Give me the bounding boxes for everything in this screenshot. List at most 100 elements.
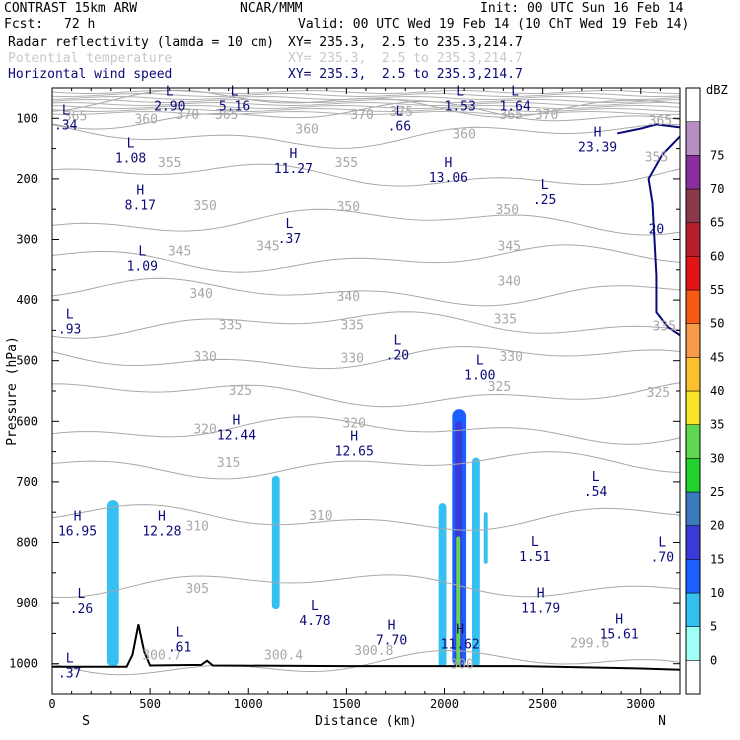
wind-extremum-value-2: 5.16 xyxy=(219,100,250,115)
wind-extremum-type-24: L xyxy=(78,587,86,602)
theta-label-35: 315 xyxy=(217,456,240,471)
theta-contour-band-4 xyxy=(52,101,680,107)
wind-extremum-value-4: 1.53 xyxy=(445,100,476,115)
field-reflectivity-xy: XY= 235.3, 2.5 to 235.3,214.7 xyxy=(288,35,523,50)
theta-contour-320 xyxy=(52,416,680,445)
wind-extremum-type-27: L xyxy=(176,626,184,641)
wind-extremum-type-19: L xyxy=(592,470,600,485)
wind-extremum-type-15: L xyxy=(393,334,401,349)
colorbar-label-35: 35 xyxy=(710,418,724,432)
reflectivity-cell-1 xyxy=(271,475,280,610)
wind-extremum-value-19: .54 xyxy=(584,485,608,500)
wind-extremum-type-7: H xyxy=(289,147,297,162)
wind-extremum-value-8: 13.06 xyxy=(429,171,468,186)
colorbar-unit: dBZ xyxy=(706,83,728,97)
colorbar-segment-2 xyxy=(685,592,701,627)
wind-extremum-type-3: L xyxy=(395,105,403,120)
wind-extremum-type-17: H xyxy=(233,414,241,429)
colorbar-segment-11 xyxy=(685,289,701,324)
theta-label-32: 325 xyxy=(647,386,670,401)
theta-label-4: 370 xyxy=(350,108,373,123)
axes: 0 500 1000 1500 2000 2500 3000 100 200 300 400 500 6… xyxy=(5,87,681,729)
wind-extremum-value-12: .37 xyxy=(278,232,301,247)
x-tick-label-1: 500 xyxy=(139,697,161,711)
theta-label-16: 350 xyxy=(496,203,519,218)
theta-label-5: 375 xyxy=(390,105,413,120)
theta-label-31: 325 xyxy=(488,380,511,395)
x-tick-label-2: 1000 xyxy=(234,697,263,711)
colorbar-segment-0 xyxy=(685,660,701,695)
wind-extremum-value-16: 1.00 xyxy=(464,369,495,384)
wind-extremum-value-20: 16.95 xyxy=(58,524,97,539)
wind-extremum-type-30: H xyxy=(615,612,623,627)
wind-extremum-type-28: H xyxy=(388,618,396,633)
colorbar-label-10: 10 xyxy=(710,586,724,600)
colorbar-label-60: 60 xyxy=(710,249,724,263)
wind-extremum-type-14: L xyxy=(66,308,74,323)
wind-extremum-value-27: .61 xyxy=(168,641,191,656)
theta-label-17: 345 xyxy=(168,244,191,259)
colorbar-label-0: 0 xyxy=(710,653,717,667)
colorbar-label-30: 30 xyxy=(710,451,724,465)
y-tick-label-3: 400 xyxy=(16,293,38,307)
theta-label-43: 299.6 xyxy=(570,636,609,651)
reflectivity-cell-5 xyxy=(456,536,461,667)
wind-extremum-type-31: L xyxy=(66,652,74,667)
wind-extremum-type-22: L xyxy=(531,535,539,550)
colorbar-segment-10 xyxy=(685,323,701,358)
wind-contours-layer: 20 xyxy=(616,123,680,337)
theta-label-13: 355 xyxy=(645,150,668,165)
y-tick-label-6: 700 xyxy=(16,475,38,489)
colorbar-segment-7 xyxy=(685,424,701,459)
theta-label-20: 340 xyxy=(189,287,212,302)
wind-extremum-value-28: 7.70 xyxy=(376,633,407,648)
valid-time: Valid: 00 UTC Wed 19 Feb 14 (10 ChT Wed … xyxy=(298,17,690,32)
wind-extremum-type-13: L xyxy=(138,244,146,259)
colorbar-segment-5 xyxy=(685,491,701,526)
theta-label-6: 365 xyxy=(499,108,522,123)
colorbar-frame xyxy=(685,87,701,695)
terrain-layer xyxy=(52,624,680,671)
theta-label-3: 365 xyxy=(215,108,238,123)
theta-label-8: 365 xyxy=(649,114,672,129)
y-tick-label-7: 800 xyxy=(16,536,38,550)
theta-label-39: 300.7 xyxy=(142,649,181,664)
theta-contour-band-1 xyxy=(52,92,680,98)
reflectivity-layer xyxy=(106,409,488,667)
theta-contour-325 xyxy=(52,382,680,408)
colorbar-label-15: 15 xyxy=(710,552,724,566)
wind-extremum-value-21: 12.28 xyxy=(142,524,181,539)
wind-extremum-type-25: H xyxy=(537,586,545,601)
wind-extremum-value-17: 12.44 xyxy=(217,429,256,444)
colorbar-segment-14 xyxy=(685,188,701,223)
theta-contour-350 xyxy=(52,208,680,236)
model-title: CONTRAST 15km ARW xyxy=(4,1,138,16)
wind-extremum-value-7: 11.27 xyxy=(274,162,313,177)
colorbar-segment-17 xyxy=(685,87,701,122)
colorbar-segment-1 xyxy=(685,626,701,661)
wind-extremum-value-15: .20 xyxy=(386,349,409,364)
wind-extremum-type-4: L xyxy=(456,85,464,100)
wind-extremum-type-6: L xyxy=(127,137,135,152)
theta-contour-band-5 xyxy=(52,104,680,110)
theta-label-23: 335 xyxy=(219,318,242,333)
fcst-value: 72 h xyxy=(64,17,96,32)
theta-label-21: 340 xyxy=(337,290,360,305)
colorbar-segment-13 xyxy=(685,222,701,257)
theta-label-2: 370 xyxy=(176,108,199,123)
wind-extremum-type-29: H xyxy=(456,623,464,638)
colorbar-label-65: 65 xyxy=(710,216,724,230)
field-reflectivity-name: Radar reflectivity (lamda = 10 cm) xyxy=(8,35,275,50)
y-axis-label: Pressure (hPa) xyxy=(5,336,20,446)
plot-area xyxy=(52,88,680,694)
wind-extremum-value-5: 1.64 xyxy=(499,100,530,115)
wind-extremum-value-25: 11.79 xyxy=(521,601,560,616)
theta-label-0: 365 xyxy=(64,109,87,124)
colorbar-label-75: 75 xyxy=(710,148,724,162)
wind-contour-label-0: 20 xyxy=(649,222,665,237)
colorbar-segment-9 xyxy=(685,357,701,392)
wind-extremum-type-9: H xyxy=(594,126,602,141)
theta-contour-355 xyxy=(52,163,680,187)
theta-label-33: 320 xyxy=(193,423,216,438)
theta-contour-335 xyxy=(52,311,680,339)
